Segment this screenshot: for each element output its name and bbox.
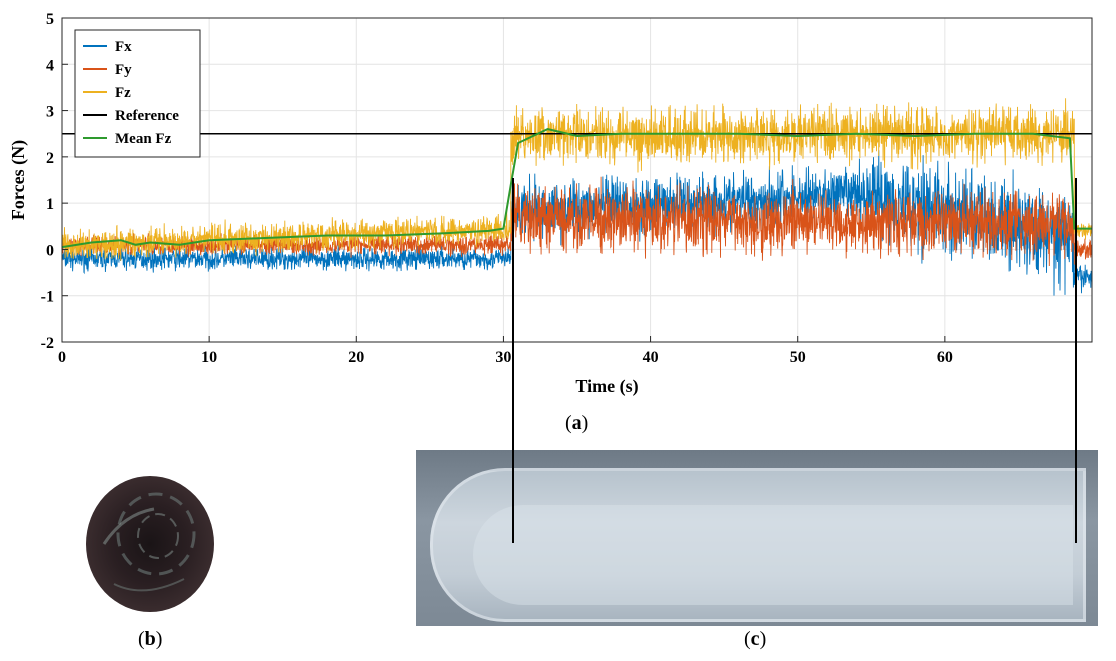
x-axis-label: Time (s)	[575, 376, 638, 397]
y-tick-label: 0	[46, 242, 54, 259]
x-tick-label: 40	[643, 349, 659, 366]
panel-label-b: (b)	[138, 628, 163, 650]
y-tick-label: 2	[46, 150, 54, 167]
x-tick-label: 30	[495, 349, 511, 366]
y-tick-label: 3	[46, 104, 54, 121]
x-tick-label: 0	[58, 349, 66, 366]
legend-label: Fz	[115, 85, 131, 101]
axes-frame	[61, 17, 1093, 343]
workpiece-photo	[416, 450, 1098, 626]
legend-box	[74, 29, 201, 158]
y-tick-label: -1	[41, 289, 54, 306]
x-tick-label: 50	[790, 349, 806, 366]
legend-label: Mean Fz	[115, 131, 172, 147]
legend-label: Fy	[115, 62, 132, 78]
plot-area	[62, 18, 1092, 342]
x-tick-label: 10	[201, 349, 217, 366]
legend-label: Fx	[115, 39, 132, 55]
y-axis-label: Forces (N)	[8, 140, 29, 220]
series-mean-fz	[61, 128, 1092, 249]
y-tick-label: 4	[46, 57, 54, 74]
force-chart: 0 10 20 30 40 50 60 -2 -1 0 1 2 3 4 5 Time (s) Forces (N…	[8, 11, 1093, 397]
y-tick-label: -2	[41, 335, 54, 352]
y-tick-label: 5	[46, 11, 54, 28]
x-tick-label: 20	[348, 349, 364, 366]
y-tick-label: 1	[46, 196, 54, 213]
panel-label-a: (a)	[565, 412, 589, 434]
series-fz	[61, 98, 1093, 261]
panel-label-c: (c)	[744, 628, 767, 650]
x-tick-label: 60	[937, 349, 953, 366]
tool-tip-photo	[84, 474, 216, 614]
legend-label: Reference	[115, 108, 179, 124]
